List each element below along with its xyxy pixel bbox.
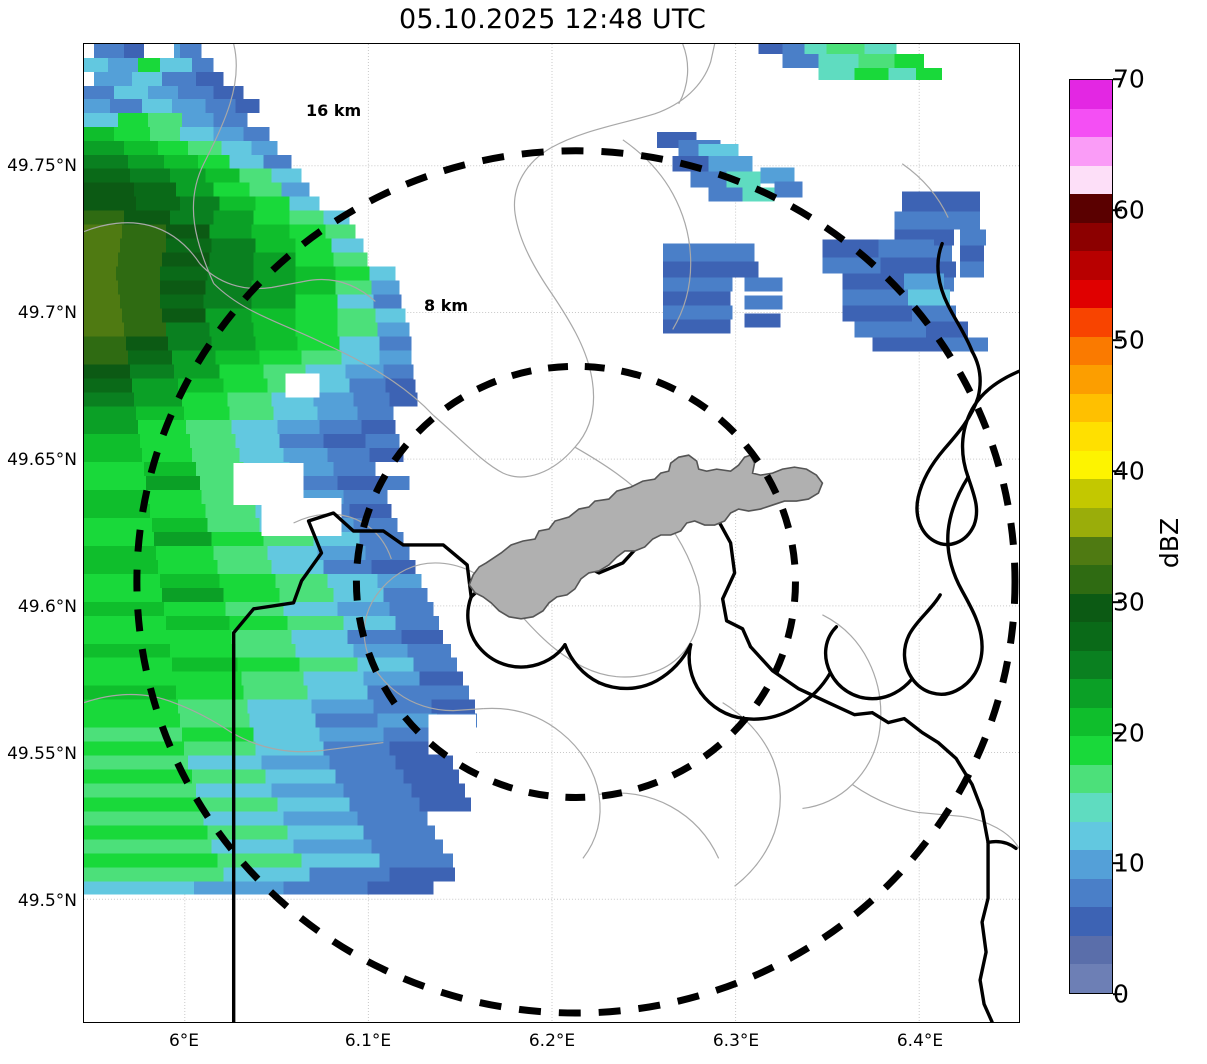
colorbar-band-13 — [1070, 450, 1112, 480]
cbar-tick-70: 70 — [1113, 64, 1145, 94]
colorbar-band-20 — [1070, 650, 1112, 680]
cbar-tick-40: 40 — [1113, 456, 1145, 486]
colorbar-band-26 — [1070, 821, 1112, 851]
cbar-tickline-50 — [1113, 339, 1122, 341]
page-title: 05.10.2025 12:48 UTC — [398, 4, 707, 35]
colorbar-band-10 — [1070, 365, 1112, 394]
colorbar-title: dBZ — [1155, 517, 1184, 569]
cbar-tick-20: 20 — [1113, 718, 1145, 748]
colorbar-band-25 — [1070, 793, 1112, 822]
ytick-label-4: 49.55°N — [7, 744, 77, 764]
colorbar-band-14 — [1070, 479, 1112, 508]
cbar-tickline-70 — [1113, 78, 1122, 80]
colorbar-band-27 — [1070, 850, 1112, 879]
colorbar-band-23 — [1070, 736, 1112, 765]
cbar-tickline-30 — [1113, 601, 1122, 603]
xtick-label-4: 6.4°E — [896, 1031, 944, 1051]
ytick-label-3: 49.6°N — [17, 597, 77, 617]
colorbar-band-12 — [1070, 422, 1112, 451]
colorbar-band-7 — [1070, 279, 1112, 309]
cbar-tickline-40 — [1113, 470, 1122, 472]
cbar-tickline-0 — [1113, 993, 1122, 995]
colorbar-band-18 — [1070, 593, 1112, 623]
cbar-tick-10: 10 — [1113, 848, 1145, 878]
lake-polygon — [468, 454, 824, 620]
colorbar-band-0 — [1070, 80, 1112, 109]
colorbar-band-2 — [1070, 137, 1112, 166]
range-ring-label-8km: 8 km — [424, 296, 469, 315]
cbar-tick-50: 50 — [1113, 325, 1145, 355]
cbar-tickline-60 — [1113, 209, 1122, 211]
radar-plot-area[interactable]: 16 km 8 km — [83, 43, 1020, 1023]
colorbar-band-31 — [1070, 964, 1112, 993]
colorbar-band-11 — [1070, 393, 1112, 423]
colorbar-band-22 — [1070, 707, 1112, 737]
admin-boundaries — [84, 44, 1019, 887]
colorbar-band-16 — [1070, 536, 1112, 566]
colorbar-band-19 — [1070, 622, 1112, 651]
colorbar-band-3 — [1070, 165, 1112, 195]
range-ring-label-16km: 16 km — [306, 101, 362, 120]
xtick-label-2: 6.2°E — [528, 1031, 576, 1051]
colorbar-band-30 — [1070, 935, 1112, 965]
cbar-tick-60: 60 — [1113, 195, 1145, 225]
cbar-tickline-10 — [1113, 862, 1122, 864]
colorbar[interactable] — [1069, 79, 1113, 994]
range-rings — [133, 147, 1019, 1017]
colorbar-band-24 — [1070, 764, 1112, 794]
colorbar-band-28 — [1070, 878, 1112, 908]
cbar-tick-0: 0 — [1113, 979, 1129, 1009]
cbar-tickline-20 — [1113, 732, 1122, 734]
ytick-label-1: 49.7°N — [17, 303, 77, 323]
ytick-label-2: 49.65°N — [7, 450, 77, 470]
xtick-label-3: 6.3°E — [712, 1031, 760, 1051]
colorbar-band-15 — [1070, 507, 1112, 537]
radar-map-svg — [84, 44, 1019, 1022]
range-ring-8km — [352, 362, 799, 801]
range-ring-16km — [133, 147, 1019, 1017]
colorbar-band-1 — [1070, 108, 1112, 138]
ytick-label-5: 49.5°N — [17, 891, 77, 911]
colorbar-band-21 — [1070, 679, 1112, 708]
colorbar-band-17 — [1070, 565, 1112, 594]
xtick-label-1: 6.1°E — [344, 1031, 392, 1051]
colorbar-band-8 — [1070, 308, 1112, 337]
colorbar-band-4 — [1070, 194, 1112, 223]
ytick-label-0: 49.75°N — [7, 156, 77, 176]
xtick-label-0: 6°E — [168, 1031, 200, 1051]
cbar-tick-30: 30 — [1113, 587, 1145, 617]
colorbar-band-9 — [1070, 336, 1112, 366]
radar-echo-layer — [84, 44, 989, 895]
colorbar-band-29 — [1070, 907, 1112, 936]
colorbar-band-5 — [1070, 222, 1112, 252]
colorbar-band-6 — [1070, 251, 1112, 280]
